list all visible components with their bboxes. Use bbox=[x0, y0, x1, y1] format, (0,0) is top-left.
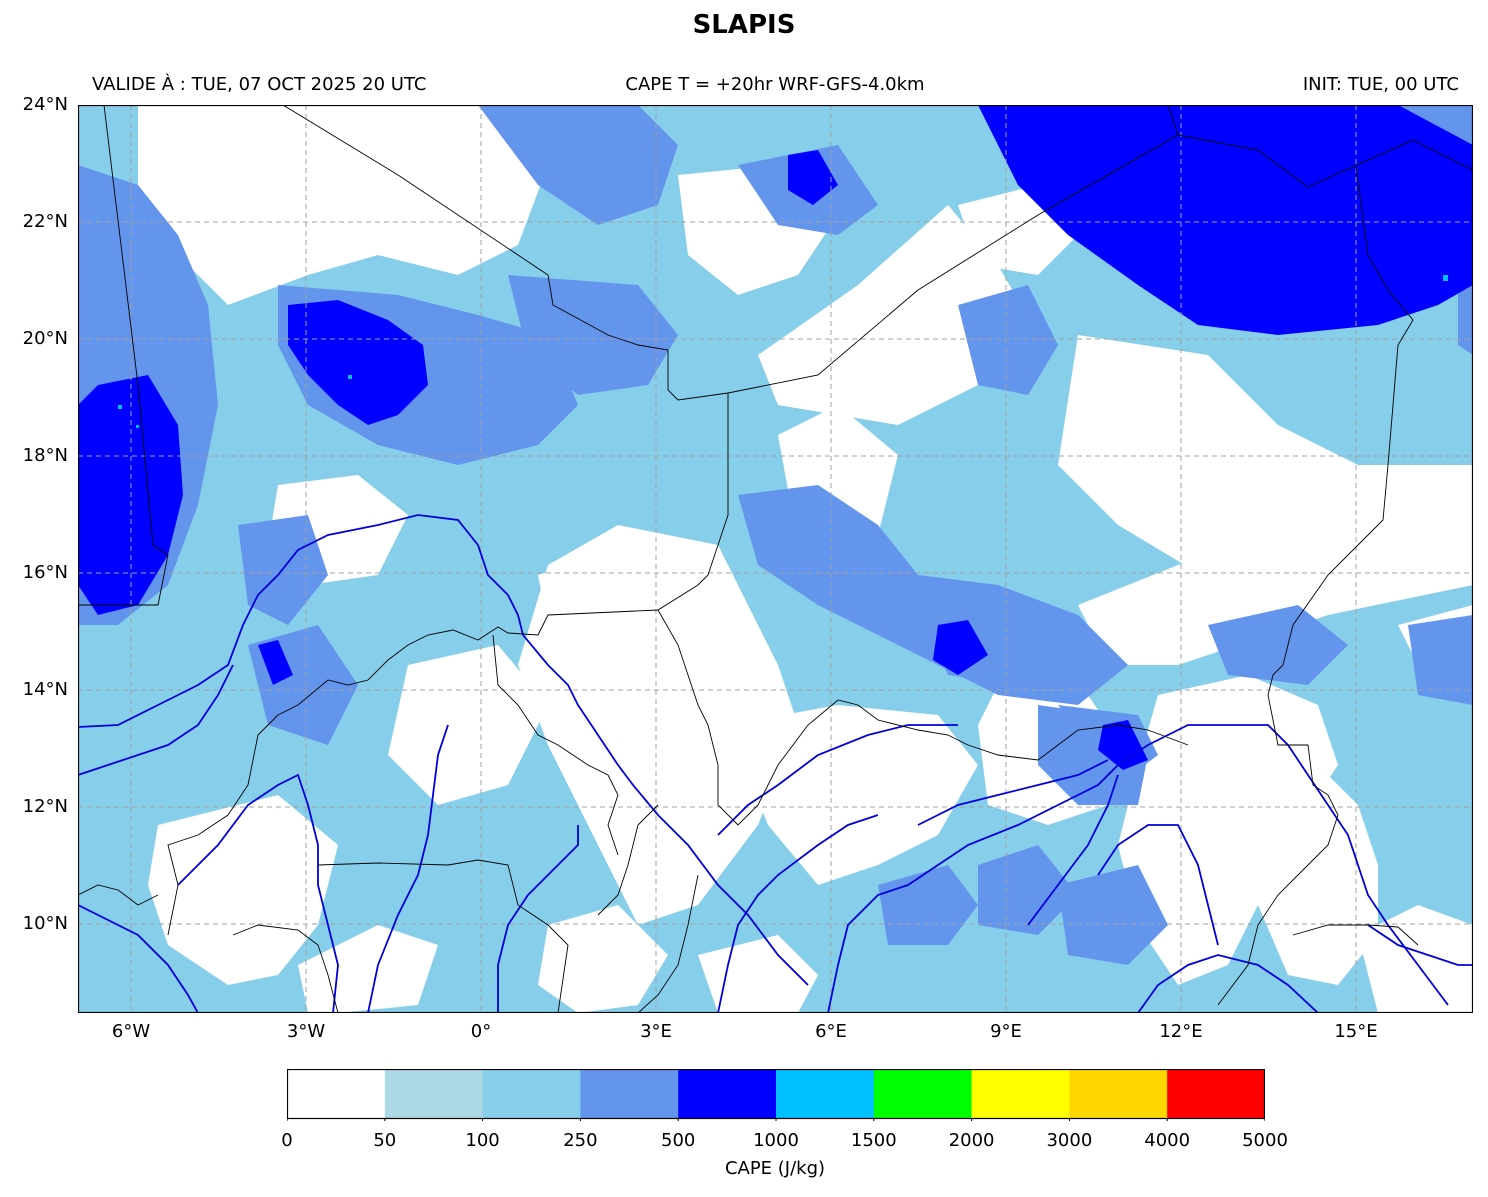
init-time-label: INIT: TUE, 00 UTC bbox=[1302, 74, 1459, 95]
colorbar-frame bbox=[287, 1069, 1265, 1120]
colorbar-tick-label: 5000 bbox=[1242, 1130, 1288, 1151]
colorbar-tick-label: 4000 bbox=[1144, 1130, 1191, 1151]
lon-label: 12°E bbox=[1159, 1021, 1203, 1042]
colorbar-swatch bbox=[1069, 1069, 1168, 1119]
cape-high-areas bbox=[78, 105, 1473, 770]
lat-label: 16°N bbox=[22, 562, 68, 583]
colorbar-swatch bbox=[873, 1069, 973, 1119]
colorbar-swatch bbox=[776, 1069, 875, 1119]
colorbar-tick-label: 3000 bbox=[1046, 1130, 1093, 1151]
lon-label: 6°E bbox=[815, 1021, 847, 1042]
lat-label: 10°N bbox=[22, 913, 68, 934]
colorbar-tick-label: 100 bbox=[465, 1130, 500, 1151]
lat-label: 18°N bbox=[22, 445, 68, 466]
map-frame bbox=[78, 105, 1473, 1013]
lon-label: 6°W bbox=[111, 1021, 151, 1042]
colorbar-swatch bbox=[287, 1069, 386, 1119]
colorbar-swatch bbox=[1167, 1069, 1265, 1119]
colorbar-tick-label: 500 bbox=[661, 1130, 696, 1151]
colorbar-tick-label: 1500 bbox=[850, 1130, 897, 1151]
colorbar-tick-label: 0 bbox=[281, 1130, 293, 1151]
colorbar-tick-label: 1000 bbox=[753, 1130, 799, 1151]
colorbar bbox=[287, 1069, 1265, 1121]
lon-label: 15°E bbox=[1334, 1021, 1378, 1042]
forecast-run-label: CAPE T = +20hr WRF-GFS-4.0km bbox=[625, 74, 925, 95]
colorbar-swatch bbox=[580, 1069, 679, 1119]
colorbar-swatch bbox=[678, 1069, 777, 1119]
colorbar-tick-label: 250 bbox=[563, 1130, 598, 1151]
cape-very-high-specks bbox=[118, 275, 1448, 428]
cape-map bbox=[78, 105, 1473, 1013]
colorbar-swatch bbox=[971, 1069, 1070, 1119]
colorbar-tick-label: 2000 bbox=[948, 1130, 995, 1151]
lon-label: 0° bbox=[470, 1021, 492, 1042]
lat-label: 12°N bbox=[22, 796, 68, 817]
rivers bbox=[78, 514, 1473, 1013]
lon-label: 3°W bbox=[286, 1021, 326, 1042]
lat-label: 14°N bbox=[22, 679, 68, 700]
lon-label: 9°E bbox=[990, 1021, 1022, 1042]
colorbar-tick-label: 50 bbox=[373, 1130, 397, 1151]
lat-label: 20°N bbox=[22, 328, 68, 349]
lat-label: 22°N bbox=[22, 211, 68, 232]
colorbar-swatch bbox=[384, 1069, 484, 1119]
colorbar-swatch bbox=[482, 1069, 581, 1119]
lon-label: 3°E bbox=[640, 1021, 672, 1042]
cape-low-areas bbox=[138, 105, 1473, 1013]
valid-time-label: VALIDE À : TUE, 07 OCT 2025 20 UTC bbox=[92, 74, 427, 95]
map-title: SLAPIS bbox=[692, 10, 796, 40]
country-borders bbox=[78, 105, 1473, 1013]
lat-label: 24°N bbox=[22, 94, 68, 115]
colorbar-label: CAPE (J/kg) bbox=[724, 1158, 826, 1179]
